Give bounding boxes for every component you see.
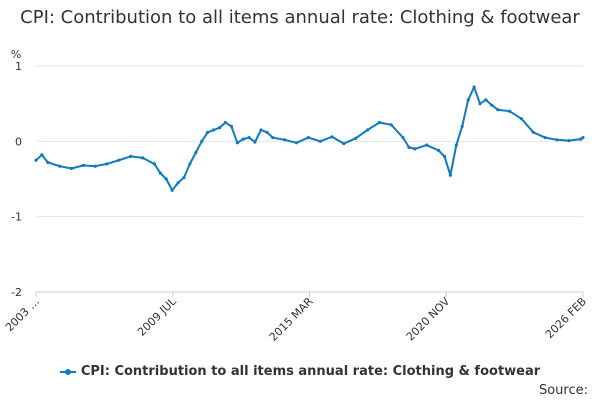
data-point <box>413 147 417 151</box>
data-point <box>365 128 370 132</box>
data-point <box>217 126 222 130</box>
legend[interactable]: CPI: Contribution to all items annual ra… <box>0 364 600 379</box>
data-point <box>188 162 192 166</box>
data-point <box>105 162 109 166</box>
y-tick-label: 1 <box>15 60 22 73</box>
data-point <box>460 124 464 128</box>
data-point <box>81 163 85 167</box>
x-tick-label: 2009 JUL <box>135 294 179 338</box>
chart-title: CPI: Contribution to all items annual ra… <box>20 7 580 28</box>
data-point <box>318 139 322 143</box>
x-tick-label: 2003 … <box>3 295 42 334</box>
data-point <box>425 143 429 147</box>
data-point <box>581 136 585 140</box>
data-point <box>354 136 358 140</box>
data-point <box>490 103 494 107</box>
data-point <box>271 136 275 140</box>
data-point <box>478 102 482 106</box>
data-point <box>182 175 186 180</box>
data-point <box>247 136 251 140</box>
data-point <box>407 145 411 149</box>
data-point <box>152 162 156 166</box>
data-point <box>93 164 97 168</box>
data-point <box>194 151 198 155</box>
data-point <box>34 158 38 162</box>
data-point <box>241 137 245 141</box>
data-point <box>294 141 299 145</box>
data-point <box>58 164 62 168</box>
data-point <box>306 136 310 140</box>
y-tick-label: -2 <box>11 286 22 299</box>
data-point <box>377 120 381 125</box>
data-point <box>69 166 74 171</box>
data-point <box>235 141 239 145</box>
data-point <box>531 130 535 134</box>
data-point <box>283 138 287 142</box>
data-point <box>141 156 145 160</box>
data-point <box>342 142 346 146</box>
x-tick-label: 2015 MAR <box>267 295 316 344</box>
series-line <box>35 86 584 192</box>
data-point <box>567 139 571 143</box>
data-point <box>330 135 334 139</box>
y-axis-unit: % <box>11 48 21 61</box>
source-label: Source: <box>538 383 588 398</box>
data-point <box>472 85 476 89</box>
data-point <box>508 109 512 113</box>
data-point <box>484 98 488 102</box>
data-point <box>448 173 452 177</box>
y-tick-label: -1 <box>11 211 22 224</box>
legend-label: CPI: Contribution to all items annual ra… <box>80 364 541 379</box>
data-point <box>129 154 133 158</box>
data-point <box>401 136 405 140</box>
data-point <box>442 154 447 158</box>
data-point <box>40 153 44 157</box>
x-tick-label: 2020 NOV <box>404 295 453 344</box>
data-point <box>466 98 470 102</box>
data-point <box>253 140 257 144</box>
data-point <box>555 138 559 142</box>
legend-marker <box>64 368 71 375</box>
data-point <box>259 128 263 132</box>
data-point <box>454 143 458 147</box>
data-point <box>265 130 269 134</box>
data-point <box>389 123 393 127</box>
data-point <box>170 188 174 192</box>
data-point <box>223 120 227 125</box>
data-point <box>579 137 583 141</box>
data-point <box>212 128 216 132</box>
legend-swatch <box>59 368 76 375</box>
data-point <box>206 130 210 134</box>
data-point <box>437 148 441 152</box>
y-tick-label: 0 <box>15 135 22 148</box>
data-point <box>158 171 162 175</box>
data-point <box>543 136 547 140</box>
data-point <box>519 117 524 121</box>
data-point <box>496 108 500 112</box>
data-point <box>117 158 121 162</box>
data-point <box>176 181 180 185</box>
data-point <box>46 160 50 164</box>
x-tick-label: 2026 FEB <box>543 295 589 341</box>
data-point <box>200 139 204 143</box>
data-point <box>229 124 233 128</box>
data-point <box>164 177 168 181</box>
